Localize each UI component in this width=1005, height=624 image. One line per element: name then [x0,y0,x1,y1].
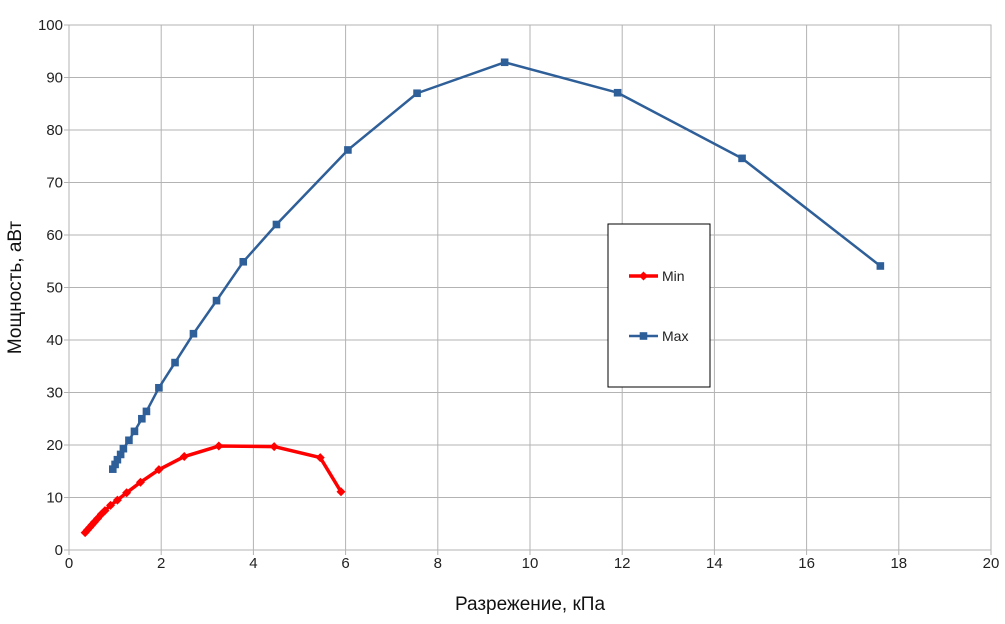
series-min-point [135,477,145,487]
legend-items: Min Max [629,268,688,344]
series-max-point [155,383,163,392]
x-tick-label: 0 [65,555,73,572]
series-min-point [122,488,132,498]
legend-label-min: Min [662,268,685,284]
series-min-point [100,506,110,516]
series-min-point [112,495,122,505]
series-max-point [171,358,179,367]
series-max-point [142,407,151,416]
series-max-point [113,455,122,464]
legend: Min Max [607,223,711,388]
x-tick-label: 4 [249,555,257,572]
y-tick-label: 20 [46,437,63,454]
x-tick-label: 2 [157,555,165,572]
series-min-point [154,465,164,475]
series-max-point [138,414,146,423]
series-max-point [130,427,139,436]
y-tick-label: 60 [46,227,63,244]
y-tick-label: 100 [38,17,63,34]
legend-box [607,223,711,388]
y-tick-label: 10 [46,490,63,507]
series-max-point [344,146,352,154]
x-tick-label: 12 [614,555,631,572]
series-max-point [212,296,221,305]
series-min-point [105,500,115,510]
x-tick-labels: 0 2 4 6 8 10 12 14 16 18 20 [65,555,1000,572]
y-tick-label: 50 [46,280,63,297]
series-max-point [125,436,133,445]
legend-marker-min [639,271,648,281]
y-axis-title: Мощность, аВт [5,221,26,355]
y-tick-label: 40 [46,332,63,349]
x-tick-label: 16 [798,555,815,572]
y-tick-label: 80 [46,122,63,139]
legend-item-max: Max [629,328,688,344]
series-max-point [413,89,421,98]
series-max-point [613,88,622,97]
y-tick-label: 30 [46,385,63,402]
series-min [80,441,346,538]
x-tick-label: 6 [341,555,349,572]
x-tick-label: 20 [983,555,1000,572]
y-tick-label: 90 [46,70,63,87]
series-max-point [239,257,248,266]
series-max-point [876,262,885,270]
y-tick-label: 0 [55,542,63,559]
x-tick-label: 10 [522,555,539,572]
x-axis-title: Разрежение, кПа [455,594,606,615]
axes [64,24,992,555]
x-tick-label: 8 [434,555,442,572]
series-min-point [336,487,346,497]
series-min-line [83,444,343,535]
y-tick-label: 70 [46,175,63,192]
x-tick-label: 18 [890,555,907,572]
series-max-point [738,154,746,163]
series-max-point [500,58,509,67]
series-max-point [119,444,128,453]
series-min-point [315,453,325,463]
legend-marker-max [639,332,648,340]
x-tick-label: 14 [706,555,723,572]
series-min-point [269,442,279,452]
grid [68,24,992,551]
legend-item-min: Min [629,268,685,284]
plot-area-border [68,24,992,551]
series-max-line [111,61,882,471]
series-min-point [214,441,224,451]
series-max-point [272,220,281,229]
series-max-point [116,450,125,459]
series-min-point [179,452,189,462]
series-max [108,58,885,473]
series-max-point [111,460,119,469]
series-max-point [108,465,117,473]
series-layer [80,58,885,538]
series-max-point [189,329,198,338]
y-tick-labels: 0 10 20 30 40 50 60 70 80 90 100 [38,17,63,559]
legend-label-max: Max [662,328,688,344]
